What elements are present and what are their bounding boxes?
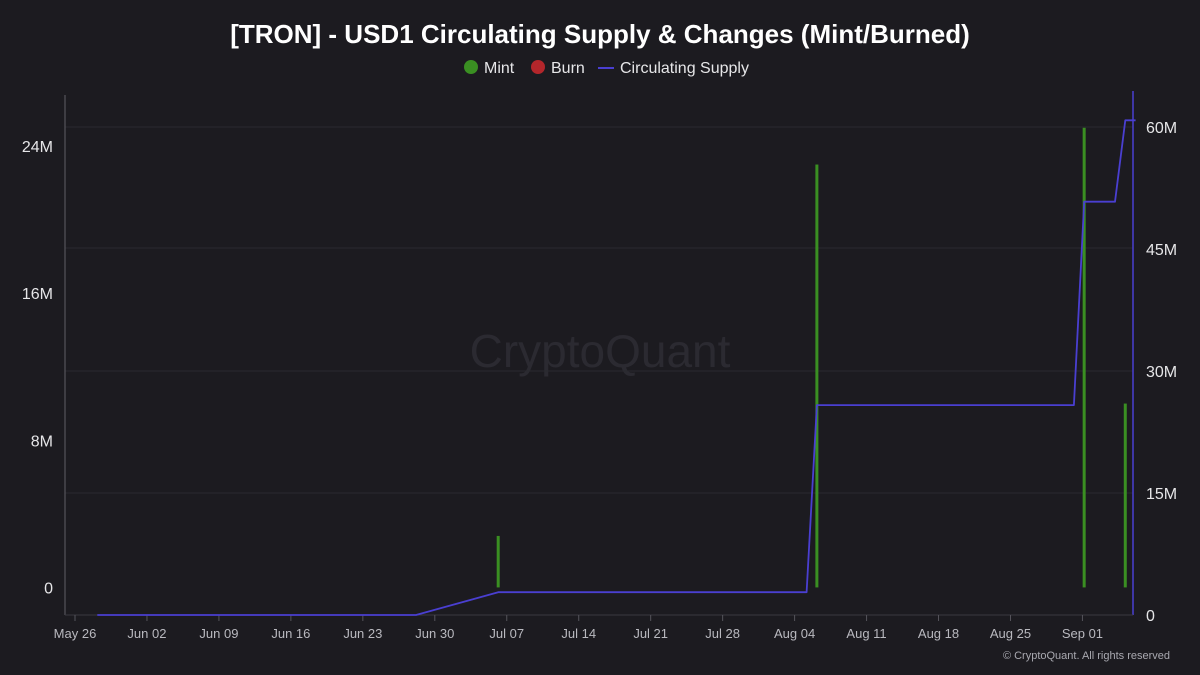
- x-tick-label: Aug 11: [846, 626, 886, 641]
- left-tick-label: 24M: [22, 139, 53, 156]
- x-tick-label: Aug 18: [918, 626, 959, 641]
- legend-item-burn[interactable]: Burn: [531, 60, 585, 77]
- chart-title: [TRON] - USD1 Circulating Supply & Chang…: [230, 19, 970, 49]
- x-tick-label: Jun 23: [343, 626, 382, 641]
- x-tick-label: May 26: [54, 626, 97, 641]
- watermark: CryptoQuant: [470, 325, 731, 377]
- left-tick-label: 16M: [22, 286, 53, 303]
- legend-burn-label: Burn: [551, 60, 585, 77]
- copyright-notice: © CryptoQuant. All rights reserved: [1003, 650, 1170, 662]
- mint-bar: [1123, 403, 1127, 588]
- left-tick-label: 0: [44, 580, 53, 597]
- x-tick-label: Jun 30: [415, 626, 454, 641]
- right-tick-label: 30M: [1146, 364, 1177, 381]
- x-tick-label: Jul 07: [489, 626, 524, 641]
- x-tick-label: Aug 04: [774, 626, 815, 641]
- legend-mint-label: Mint: [484, 60, 515, 77]
- right-tick-label: 0: [1146, 608, 1155, 625]
- x-tick-label: Jul 14: [561, 626, 596, 641]
- gridlines: [65, 126, 1133, 494]
- left-tick-label: 8M: [31, 433, 53, 450]
- right-tick-label: 15M: [1146, 486, 1177, 503]
- legend-burn-marker: [531, 60, 545, 74]
- mint-bar: [496, 535, 500, 588]
- x-tick-label: Jul 21: [633, 626, 668, 641]
- supply-line: [97, 119, 1136, 616]
- x-axis-ticks: May 26 Jun 02 Jun 09 Jun 16 Jun 23 Jun 30 Jul …: [54, 615, 1103, 641]
- x-tick-label: Jun 09: [199, 626, 238, 641]
- x-tick-label: Sep 01: [1062, 626, 1103, 641]
- x-tick-label: Jun 02: [127, 626, 166, 641]
- legend-item-mint[interactable]: Mint: [464, 60, 515, 77]
- legend-supply-label: Circulating Supply: [620, 60, 749, 77]
- legend-item-circulating-supply[interactable]: Circulating Supply: [598, 60, 749, 77]
- right-tick-label: 60M: [1146, 120, 1177, 137]
- circulating-supply-line: [97, 119, 1136, 616]
- x-tick-label: Jul 28: [705, 626, 740, 641]
- mint-bar: [1082, 127, 1086, 588]
- right-tick-label: 45M: [1146, 242, 1177, 259]
- mint-bars: [496, 127, 1127, 588]
- mint-bar: [815, 164, 819, 588]
- left-axis-ticks: 0 8M 16M 24M: [22, 139, 53, 597]
- legend-mint-marker: [464, 60, 478, 74]
- legend[interactable]: Mint Burn Circulating Supply: [464, 60, 749, 77]
- x-tick-label: Aug 25: [990, 626, 1031, 641]
- right-axis-ticks: 0 15M 30M 45M 60M: [1146, 120, 1177, 625]
- x-tick-label: Jun 16: [271, 626, 310, 641]
